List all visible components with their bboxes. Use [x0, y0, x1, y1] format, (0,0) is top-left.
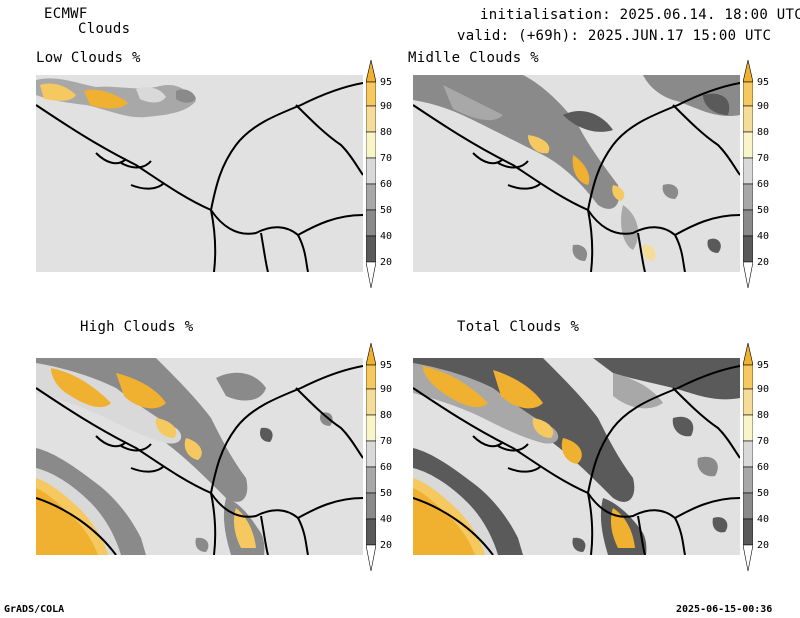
colorbar-total: 95 90 80 70 60 50 40 20: [743, 343, 771, 573]
tick-label: 40: [380, 514, 393, 525]
model-name: ECMWF: [44, 6, 88, 22]
tick-label: 70: [757, 153, 770, 164]
valid-time: valid: (+69h): 2025.JUN.17 15:00 UTC: [457, 28, 772, 44]
tick-label: 40: [757, 231, 770, 242]
tick-label: 80: [380, 410, 393, 421]
tick-label: 80: [380, 127, 393, 138]
footer-software: GrADS/COLA: [4, 604, 65, 615]
tick-label: 50: [757, 488, 770, 499]
tick-label: 20: [380, 257, 393, 268]
panel-title-high: High Clouds %: [80, 319, 194, 335]
colorbar-high: 95 90 80 70 60 50 40 20: [366, 343, 394, 573]
tick-label: 90: [757, 101, 770, 112]
borders-middle: [413, 82, 740, 272]
tick-label: 60: [380, 462, 393, 473]
tick-label: 50: [757, 205, 770, 216]
tick-label: 80: [757, 127, 770, 138]
cloud-field-middle: [413, 75, 740, 261]
cloud-field-low: [36, 78, 196, 118]
panel-title-total: Total Clouds %: [457, 319, 580, 335]
tick-label: 40: [757, 514, 770, 525]
footer-timestamp: 2025-06-15-00:36: [676, 604, 773, 615]
tick-label: 20: [757, 540, 770, 551]
tick-label: 40: [380, 231, 393, 242]
map-high-clouds: [36, 358, 363, 555]
map-middle-clouds: [413, 75, 740, 272]
map-total-clouds: [413, 358, 740, 555]
init-time: initialisation: 2025.06.14. 18:00 UTC: [480, 7, 800, 23]
tick-label: 95: [380, 360, 393, 371]
tick-label: 50: [380, 488, 393, 499]
tick-label: 80: [757, 410, 770, 421]
tick-label: 95: [380, 77, 393, 88]
map-low-clouds: [36, 75, 363, 272]
tick-label: 60: [757, 179, 770, 190]
tick-label: 90: [380, 384, 393, 395]
cloud-field-total: [413, 358, 740, 555]
product-name: Clouds: [78, 21, 131, 37]
panel-title-low: Low Clouds %: [36, 50, 141, 66]
borders-low: [36, 82, 363, 272]
colorbar-middle: 95 90 80 70 60 50 40 20: [743, 60, 771, 290]
tick-label: 90: [380, 101, 393, 112]
tick-label: 95: [757, 77, 770, 88]
tick-label: 95: [757, 360, 770, 371]
panel-title-middle: Midlle Clouds %: [408, 50, 539, 66]
cloud-field-high: [36, 358, 333, 555]
borders-total: [413, 365, 740, 555]
tick-label: 60: [757, 462, 770, 473]
tick-label: 90: [757, 384, 770, 395]
borders-high: [36, 365, 363, 555]
tick-label: 20: [757, 257, 770, 268]
colorbar-low: 95 90 80 70 60 50 40 20: [366, 60, 394, 290]
tick-label: 60: [380, 179, 393, 190]
tick-label: 70: [757, 436, 770, 447]
tick-label: 20: [380, 540, 393, 551]
tick-label: 70: [380, 436, 393, 447]
tick-label: 70: [380, 153, 393, 164]
tick-label: 50: [380, 205, 393, 216]
